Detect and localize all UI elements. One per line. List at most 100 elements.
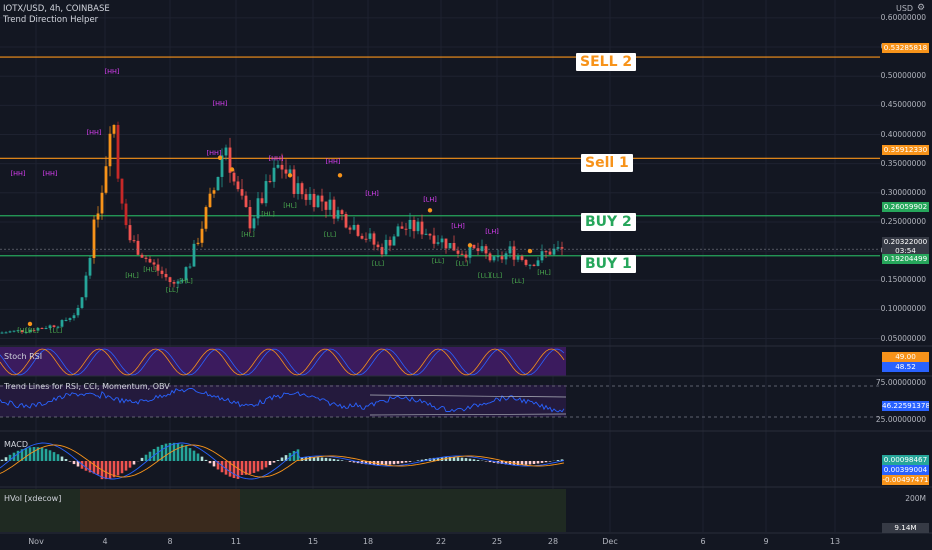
macd-bar: [320, 457, 324, 461]
macd-bar: [220, 461, 224, 473]
time-axis-tick: 13: [829, 537, 841, 546]
gear-icon[interactable]: ⚙: [917, 3, 926, 13]
symbol-title[interactable]: IOTX/USD, 4h, COINBASE: [3, 4, 110, 14]
candle-body: [324, 201, 328, 210]
candle-body: [192, 243, 196, 267]
candle-body: [128, 225, 132, 241]
candle-body: [392, 236, 396, 246]
macd-bar: [140, 457, 144, 461]
candle-body: [444, 238, 448, 249]
candle-body: [252, 218, 256, 229]
candle-body: [368, 233, 372, 239]
time-axis-tick: 18: [362, 537, 374, 546]
candle-body: [112, 124, 116, 134]
macd-bar: [332, 458, 336, 461]
candle-body: [532, 264, 536, 266]
candle-body: [280, 164, 284, 170]
macd-bar: [104, 461, 108, 480]
macd-bar: [404, 461, 408, 463]
candle-body: [84, 275, 88, 298]
sell2-price-tag: 0.53285818: [882, 43, 929, 53]
candle-body: [16, 330, 20, 332]
structure-marker: [LH]: [423, 196, 437, 204]
signal-dot: [287, 173, 293, 178]
macd-bar: [192, 450, 196, 461]
macd-bar: [24, 448, 28, 461]
price-axis-tick: 0.50000000: [880, 71, 926, 81]
candle-body: [216, 176, 220, 191]
macd-bar: [524, 461, 528, 465]
candle-body: [416, 221, 420, 232]
candle-body: [312, 193, 316, 208]
signal-dot: [229, 167, 235, 172]
macd-bar: [296, 449, 300, 461]
stoch-d-line: [0, 348, 565, 376]
macd-bar: [308, 457, 312, 461]
stoch-k-line: [0, 348, 565, 376]
candle-body: [224, 147, 228, 156]
candle-body: [276, 164, 280, 168]
structure-marker: [HH]: [213, 99, 228, 107]
candle-body: [460, 253, 464, 255]
macd-bar: [268, 461, 272, 466]
candle-body: [72, 315, 76, 319]
hvol-heat-band: [80, 489, 240, 532]
structure-marker: [LL]: [432, 257, 444, 265]
structure-marker: [LL]: [456, 260, 468, 268]
candle-body: [304, 194, 308, 200]
candle-body: [132, 240, 136, 242]
candle-body: [168, 277, 172, 283]
macd-bar: [216, 461, 220, 470]
macd-bar: [72, 461, 76, 465]
structure-marker: [HL]: [283, 201, 297, 209]
macd-bar: [248, 461, 252, 475]
macd-bar: [0, 459, 4, 461]
candle-body: [440, 238, 444, 243]
candle-body: [292, 169, 296, 194]
stoch-pane-label[interactable]: Stoch RSI: [4, 352, 43, 361]
sell1-signal-label: Sell 1: [581, 154, 633, 172]
candle-body: [212, 190, 216, 194]
hvol-pane-label[interactable]: HVol [xdecow]: [4, 494, 62, 503]
trend-top-label: 75.00000000: [875, 378, 926, 387]
macd-bar: [88, 461, 92, 473]
time-axis-tick: 15: [307, 537, 319, 546]
macd-bar: [528, 461, 532, 465]
candle-body: [188, 266, 192, 268]
structure-marker: [HH]: [269, 155, 284, 163]
signal-dot: [467, 243, 473, 248]
candle-body: [472, 244, 476, 249]
structure-marker: [HH]: [207, 149, 222, 157]
candle-body: [160, 270, 164, 274]
candle-body: [424, 233, 428, 235]
macd-bar: [560, 459, 564, 461]
macd-bar: [160, 444, 164, 461]
macd-bar: [520, 461, 524, 465]
candle-body: [316, 195, 320, 208]
macd-pane-label[interactable]: MACD: [4, 440, 28, 449]
buy2-price-tag: 0.26059902: [882, 202, 929, 212]
candle-body: [404, 228, 408, 230]
candle-body: [88, 257, 92, 276]
structure-marker: [HL]: [179, 277, 193, 285]
current-price-tag: 0.20322000 03:54: [882, 237, 929, 255]
signal-dot: [337, 173, 343, 178]
macd-bar: [228, 461, 232, 477]
candle-body: [476, 248, 480, 252]
macd-bar: [532, 461, 536, 465]
structure-marker: [LL]: [372, 260, 384, 268]
candle-body: [268, 181, 272, 183]
candle-body: [488, 253, 492, 261]
candle-body: [456, 250, 460, 254]
macd-bar: [176, 443, 180, 461]
candle-body: [432, 235, 436, 244]
time-axis-tick: 25: [491, 537, 503, 546]
trend-pane-label[interactable]: Trend Lines for RSI, CCI, Momentum, OBV: [4, 382, 170, 391]
candle-body: [372, 233, 376, 245]
macd-bar: [400, 461, 404, 464]
candle-body: [148, 258, 152, 263]
macd-bar: [240, 461, 244, 475]
indicator-title[interactable]: Trend Direction Helper: [3, 15, 99, 25]
candle-body: [468, 244, 472, 258]
